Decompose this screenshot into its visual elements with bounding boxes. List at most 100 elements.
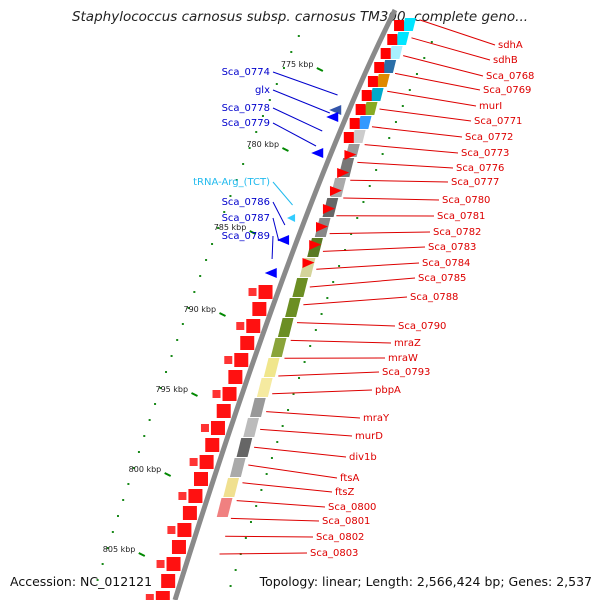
- gene-label: Sca_0793: [382, 367, 430, 378]
- label-leader-line: [290, 339, 392, 344]
- track-dot: [297, 35, 300, 37]
- feature-band: [363, 102, 378, 115]
- track-dot: [101, 563, 104, 565]
- track-dot: [326, 297, 329, 299]
- label-leader-line: [236, 500, 326, 508]
- kbp-tick: [281, 147, 289, 152]
- track-dot: [281, 425, 284, 427]
- forward-gene-arrow: [216, 404, 231, 418]
- track-dot: [244, 537, 247, 539]
- track-dot: [394, 121, 397, 123]
- track-dot: [111, 531, 114, 533]
- track-dot: [127, 483, 130, 485]
- gene-label: div1b: [349, 452, 377, 463]
- kbp-tick-label: 800 kbp: [129, 465, 162, 474]
- track-dot: [332, 281, 335, 283]
- gene-label: murD: [355, 431, 383, 442]
- kbp-tick: [219, 312, 226, 317]
- gene-label: Sca_0800: [328, 502, 376, 513]
- label-leader-line: [296, 322, 396, 327]
- track-dot: [362, 201, 365, 203]
- forward-gene-arrow: [210, 421, 225, 435]
- gene-label: Sca_0790: [398, 321, 446, 332]
- label-leader-line: [272, 389, 373, 395]
- label-leader-line: [411, 37, 491, 61]
- label-leader-line: [350, 179, 449, 183]
- kbp-tick: [316, 67, 324, 72]
- track-dot: [248, 147, 251, 149]
- label-leader-line: [272, 89, 330, 114]
- track-dot: [132, 467, 135, 469]
- gene-label: Sca_0777: [451, 177, 499, 188]
- feature-band: [394, 32, 410, 45]
- forward-gene-arrow: [394, 20, 405, 31]
- label-leader-line: [394, 72, 481, 91]
- forward-gene-arrow: [189, 458, 198, 466]
- forward-gene-arrow: [182, 506, 197, 520]
- gene-label: glx: [255, 85, 270, 96]
- forward-gene-arrow: [161, 574, 176, 588]
- track-dot: [401, 105, 404, 107]
- label-leader-line: [248, 464, 338, 479]
- reverse-gene-arrow: [264, 268, 277, 278]
- track-dot: [170, 355, 173, 357]
- track-dot: [298, 377, 301, 379]
- track-dot: [187, 307, 190, 309]
- label-leader-line: [272, 217, 280, 242]
- accession-label: Accession: NC_012121: [10, 574, 153, 589]
- kbp-tick-label: 805 kbp: [103, 545, 136, 554]
- track-dot: [320, 313, 323, 315]
- track-dot: [282, 67, 285, 69]
- label-leader-line: [303, 296, 408, 306]
- gene-label: Sca_0802: [316, 532, 364, 543]
- gene-label: Sca_0771: [474, 116, 522, 127]
- track-dot: [375, 169, 378, 171]
- track-dot: [408, 89, 411, 91]
- track-dot: [205, 259, 208, 261]
- forward-gene-arrow: [316, 222, 329, 232]
- feature-band: [381, 60, 397, 73]
- gene-label: Sca_0785: [418, 273, 466, 284]
- track-dot: [314, 329, 317, 331]
- track-dot: [270, 457, 273, 459]
- gene-label: Sca_0778: [222, 103, 270, 114]
- track-dot: [415, 73, 418, 75]
- track-dot: [338, 265, 341, 267]
- genome-backbone-line: [172, 8, 398, 600]
- background-dot-tracks: [96, 35, 433, 587]
- track-dot: [430, 41, 433, 43]
- label-leader-line: [230, 517, 320, 522]
- track-dot: [235, 179, 238, 181]
- forward-gene-arrow: [374, 62, 385, 73]
- gene-label: Sca_0772: [465, 132, 513, 143]
- track-dot: [290, 51, 293, 53]
- label-leader-line: [403, 55, 484, 77]
- forward-gene-arrow: [258, 285, 273, 299]
- feature-band: [229, 458, 246, 477]
- forward-gene-arrow: [380, 48, 391, 59]
- gene-label: Sca_0783: [428, 242, 476, 253]
- feature-band: [292, 278, 309, 297]
- feature-band: [216, 498, 233, 517]
- feature-band: [285, 298, 301, 317]
- track-dot: [96, 579, 99, 581]
- label-leader-line: [219, 552, 308, 555]
- forward-gene-arrow: [349, 118, 360, 129]
- track-dot: [255, 131, 258, 133]
- forward-gene-arrow: [236, 322, 245, 330]
- gene-label: mraW: [388, 353, 418, 364]
- forward-gene-arrow: [252, 302, 267, 316]
- forward-gene-arrow: [167, 526, 176, 534]
- gene-label: tRNA-Arg_(TCT): [193, 177, 270, 188]
- gene-arrows: [145, 20, 405, 600]
- label-leader-line: [254, 446, 347, 458]
- gene-label: Sca_0788: [410, 292, 458, 303]
- gene-label: mraZ: [394, 338, 421, 349]
- forward-gene-arrow: [361, 90, 372, 101]
- forward-gene-arrow: [178, 492, 187, 500]
- forward-gene-arrow: [337, 168, 350, 178]
- label-leader-line: [278, 371, 380, 377]
- gene-label: ftsZ: [335, 487, 354, 498]
- track-dot: [137, 451, 140, 453]
- forward-gene-arrow: [212, 390, 221, 398]
